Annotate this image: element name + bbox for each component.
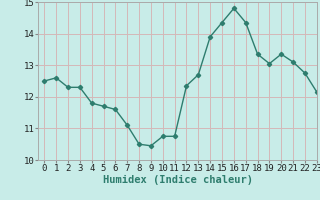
- X-axis label: Humidex (Indice chaleur): Humidex (Indice chaleur): [103, 175, 252, 185]
